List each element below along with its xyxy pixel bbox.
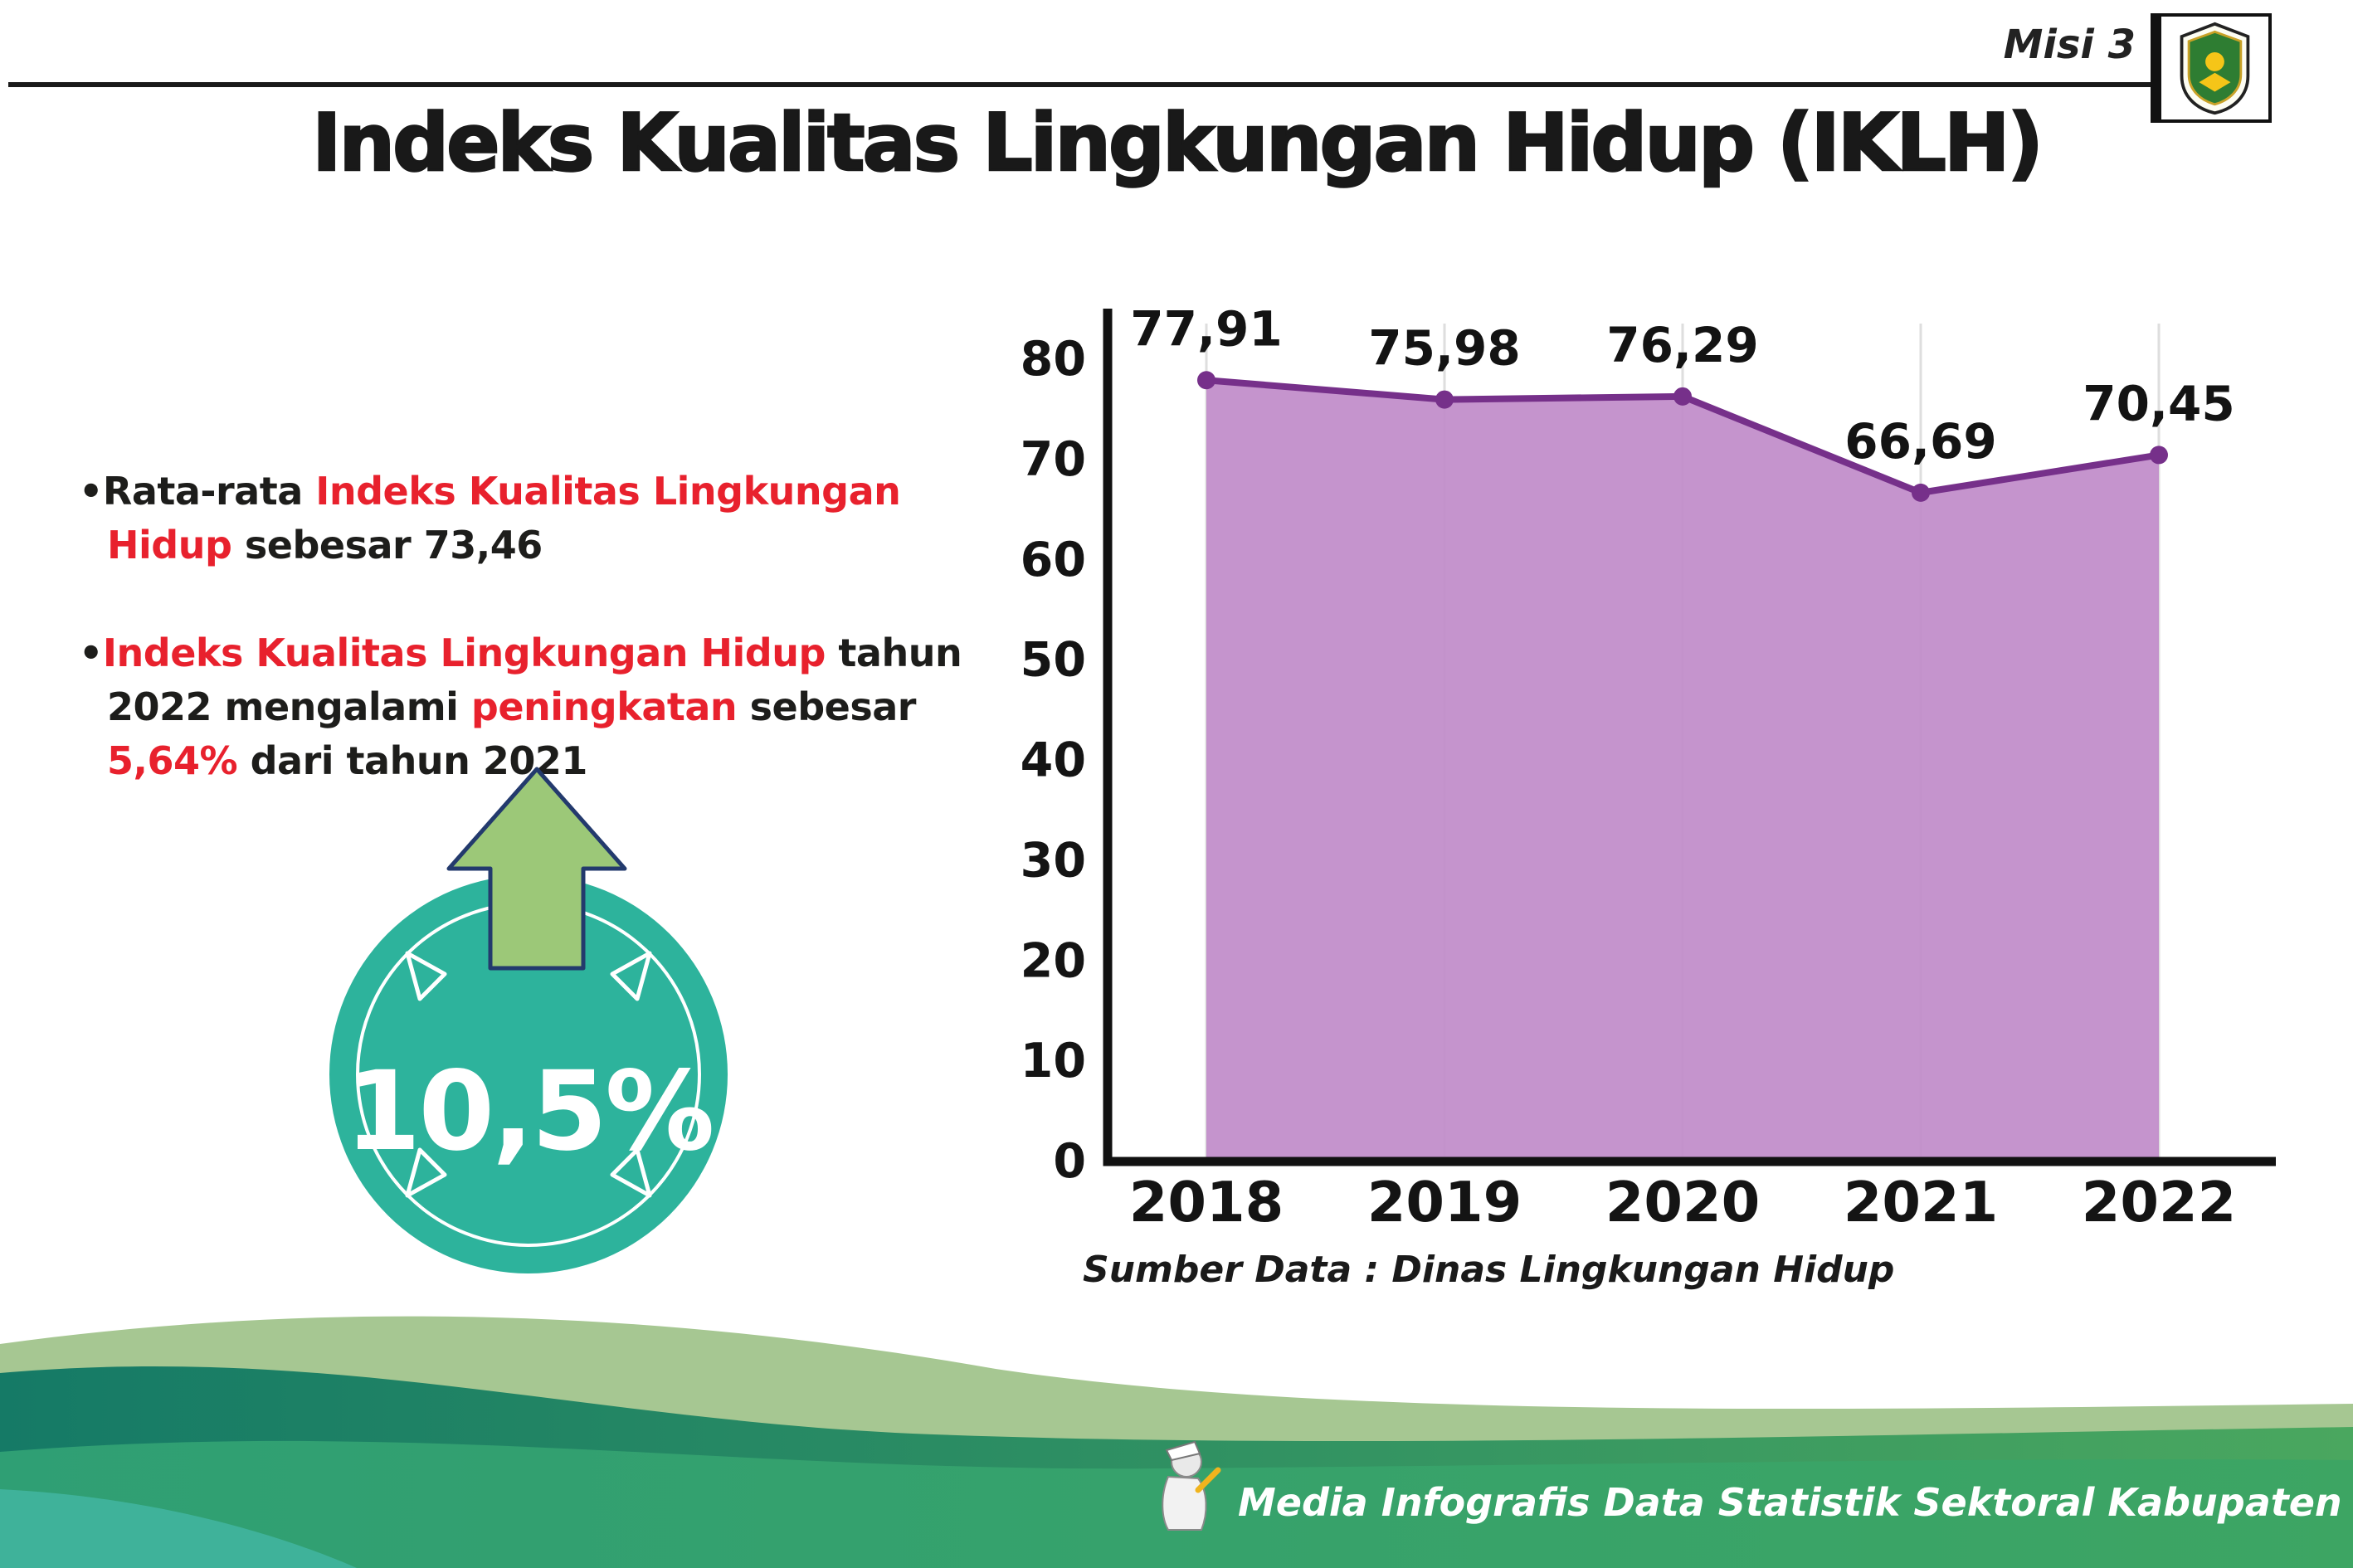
data-point [1912, 483, 1930, 502]
data-label: 75,98 [1368, 320, 1520, 377]
bullet-text-segment: peningkatan [470, 684, 738, 729]
shield-emblem [2205, 51, 2224, 71]
data-point [1197, 371, 1215, 390]
misi-label: Misi 3 [2003, 22, 2136, 68]
page-title: Indeks Kualitas Lingkungan Hidup (IKLH) [311, 97, 2044, 191]
iklh-area-chart: 0 10 20 30 40 50 60 70 80 2018 2019 2020 2021 2022 77,… [1021, 300, 2276, 1234]
bullet-marker: • [79, 469, 103, 514]
data-point [1435, 390, 1454, 409]
y-tick-label: 20 [1021, 933, 1086, 988]
data-label: 77,91 [1130, 300, 1282, 357]
footer-caption: Media Infografis Data Statistik Sektoral… [1238, 1480, 2353, 1525]
bullet-text-segment: Indeks Kualitas Lingkungan Hidup [107, 469, 901, 568]
summary-bullets: •Rata-rata Indeks Kualitas Lingkungan Hi… [79, 465, 1000, 842]
up-arrow-icon [446, 767, 627, 971]
x-tick-label: 2021 [1844, 1170, 1998, 1234]
y-tick-label: 50 [1021, 633, 1086, 688]
increase-badge-graphic: 10,5% [329, 767, 728, 1273]
data-label: 76,29 [1606, 317, 1758, 373]
badge-circle [329, 875, 728, 1273]
badge-tick-lower-right [610, 1147, 652, 1198]
y-tick-label: 40 [1021, 733, 1086, 788]
mascot-graphic [1162, 1440, 1221, 1531]
mascot-pencil [1195, 1467, 1221, 1493]
header-divider [8, 82, 2192, 87]
data-label: 70,45 [2083, 375, 2234, 431]
bullet-text-segment: 5,64% [107, 738, 238, 784]
mascot-cap [1165, 1440, 1201, 1462]
mascot-icon [1143, 1437, 1226, 1535]
bullet-text-segment: sebesar [737, 684, 917, 729]
x-tick-label: 2022 [2082, 1170, 2236, 1234]
y-tick-label: 60 [1021, 533, 1086, 587]
kabupaten-madiun-logo [2151, 13, 2272, 123]
footer-wave-accent [0, 1489, 357, 1568]
y-tick-label: 0 [1053, 1134, 1086, 1189]
iklh-chart: 0 10 20 30 40 50 60 70 80 2018 2019 2020 2021 2022 77,… [1008, 286, 2327, 1240]
y-tick-label: 70 [1021, 432, 1086, 487]
increase-badge: 10,5% [319, 759, 751, 1290]
badge-tick-upper-left [405, 951, 447, 1001]
bullet-text-segment: sebesar 73,46 [231, 523, 543, 568]
badge-value: 10,5% [345, 1048, 713, 1176]
x-tick-label: 2019 [1367, 1170, 1522, 1234]
bullet-text-segment: Rata-rata [102, 469, 316, 514]
logo-shield-icon [2180, 22, 2250, 115]
bullet-marker: • [79, 630, 103, 675]
bullet-text-segment: Indeks Kualitas Lingkungan Hidup [102, 630, 826, 675]
x-tick-label: 2020 [1605, 1170, 1760, 1234]
badge-tick-lower-left [405, 1147, 447, 1198]
chart-area [1206, 380, 2159, 1161]
data-label: 66,69 [1844, 413, 1996, 470]
x-tick-label: 2018 [1129, 1170, 1284, 1234]
data-point [2150, 446, 2168, 465]
chart-axes [1103, 309, 2276, 1166]
y-tick-label: 80 [1021, 332, 1086, 387]
y-tick-label: 10 [1021, 1034, 1086, 1088]
data-point [1673, 387, 1692, 406]
y-tick-label: 30 [1021, 833, 1086, 888]
bullet-text-segment: tahun 2022 mengalami [107, 630, 962, 729]
shield-chevron [2199, 72, 2231, 92]
badge-tick-upper-right [610, 951, 652, 1001]
bullet-item: •Indeks Kualitas Lingkungan Hidup tahun … [79, 626, 1000, 789]
chart-source: Sumber Data : Dinas Lingkungan Hidup [1083, 1249, 1895, 1291]
bullet-item: •Rata-rata Indeks Kualitas Lingkungan Hi… [79, 465, 1000, 573]
